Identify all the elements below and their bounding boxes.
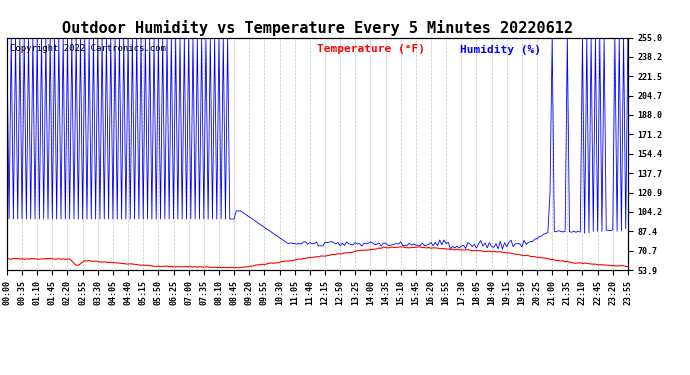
- Text: Temperature (°F): Temperature (°F): [317, 45, 426, 54]
- Text: Humidity (%): Humidity (%): [460, 45, 541, 54]
- Title: Outdoor Humidity vs Temperature Every 5 Minutes 20220612: Outdoor Humidity vs Temperature Every 5 …: [62, 20, 573, 36]
- Text: Copyright 2022 Cartronics.com: Copyright 2022 Cartronics.com: [10, 45, 166, 54]
